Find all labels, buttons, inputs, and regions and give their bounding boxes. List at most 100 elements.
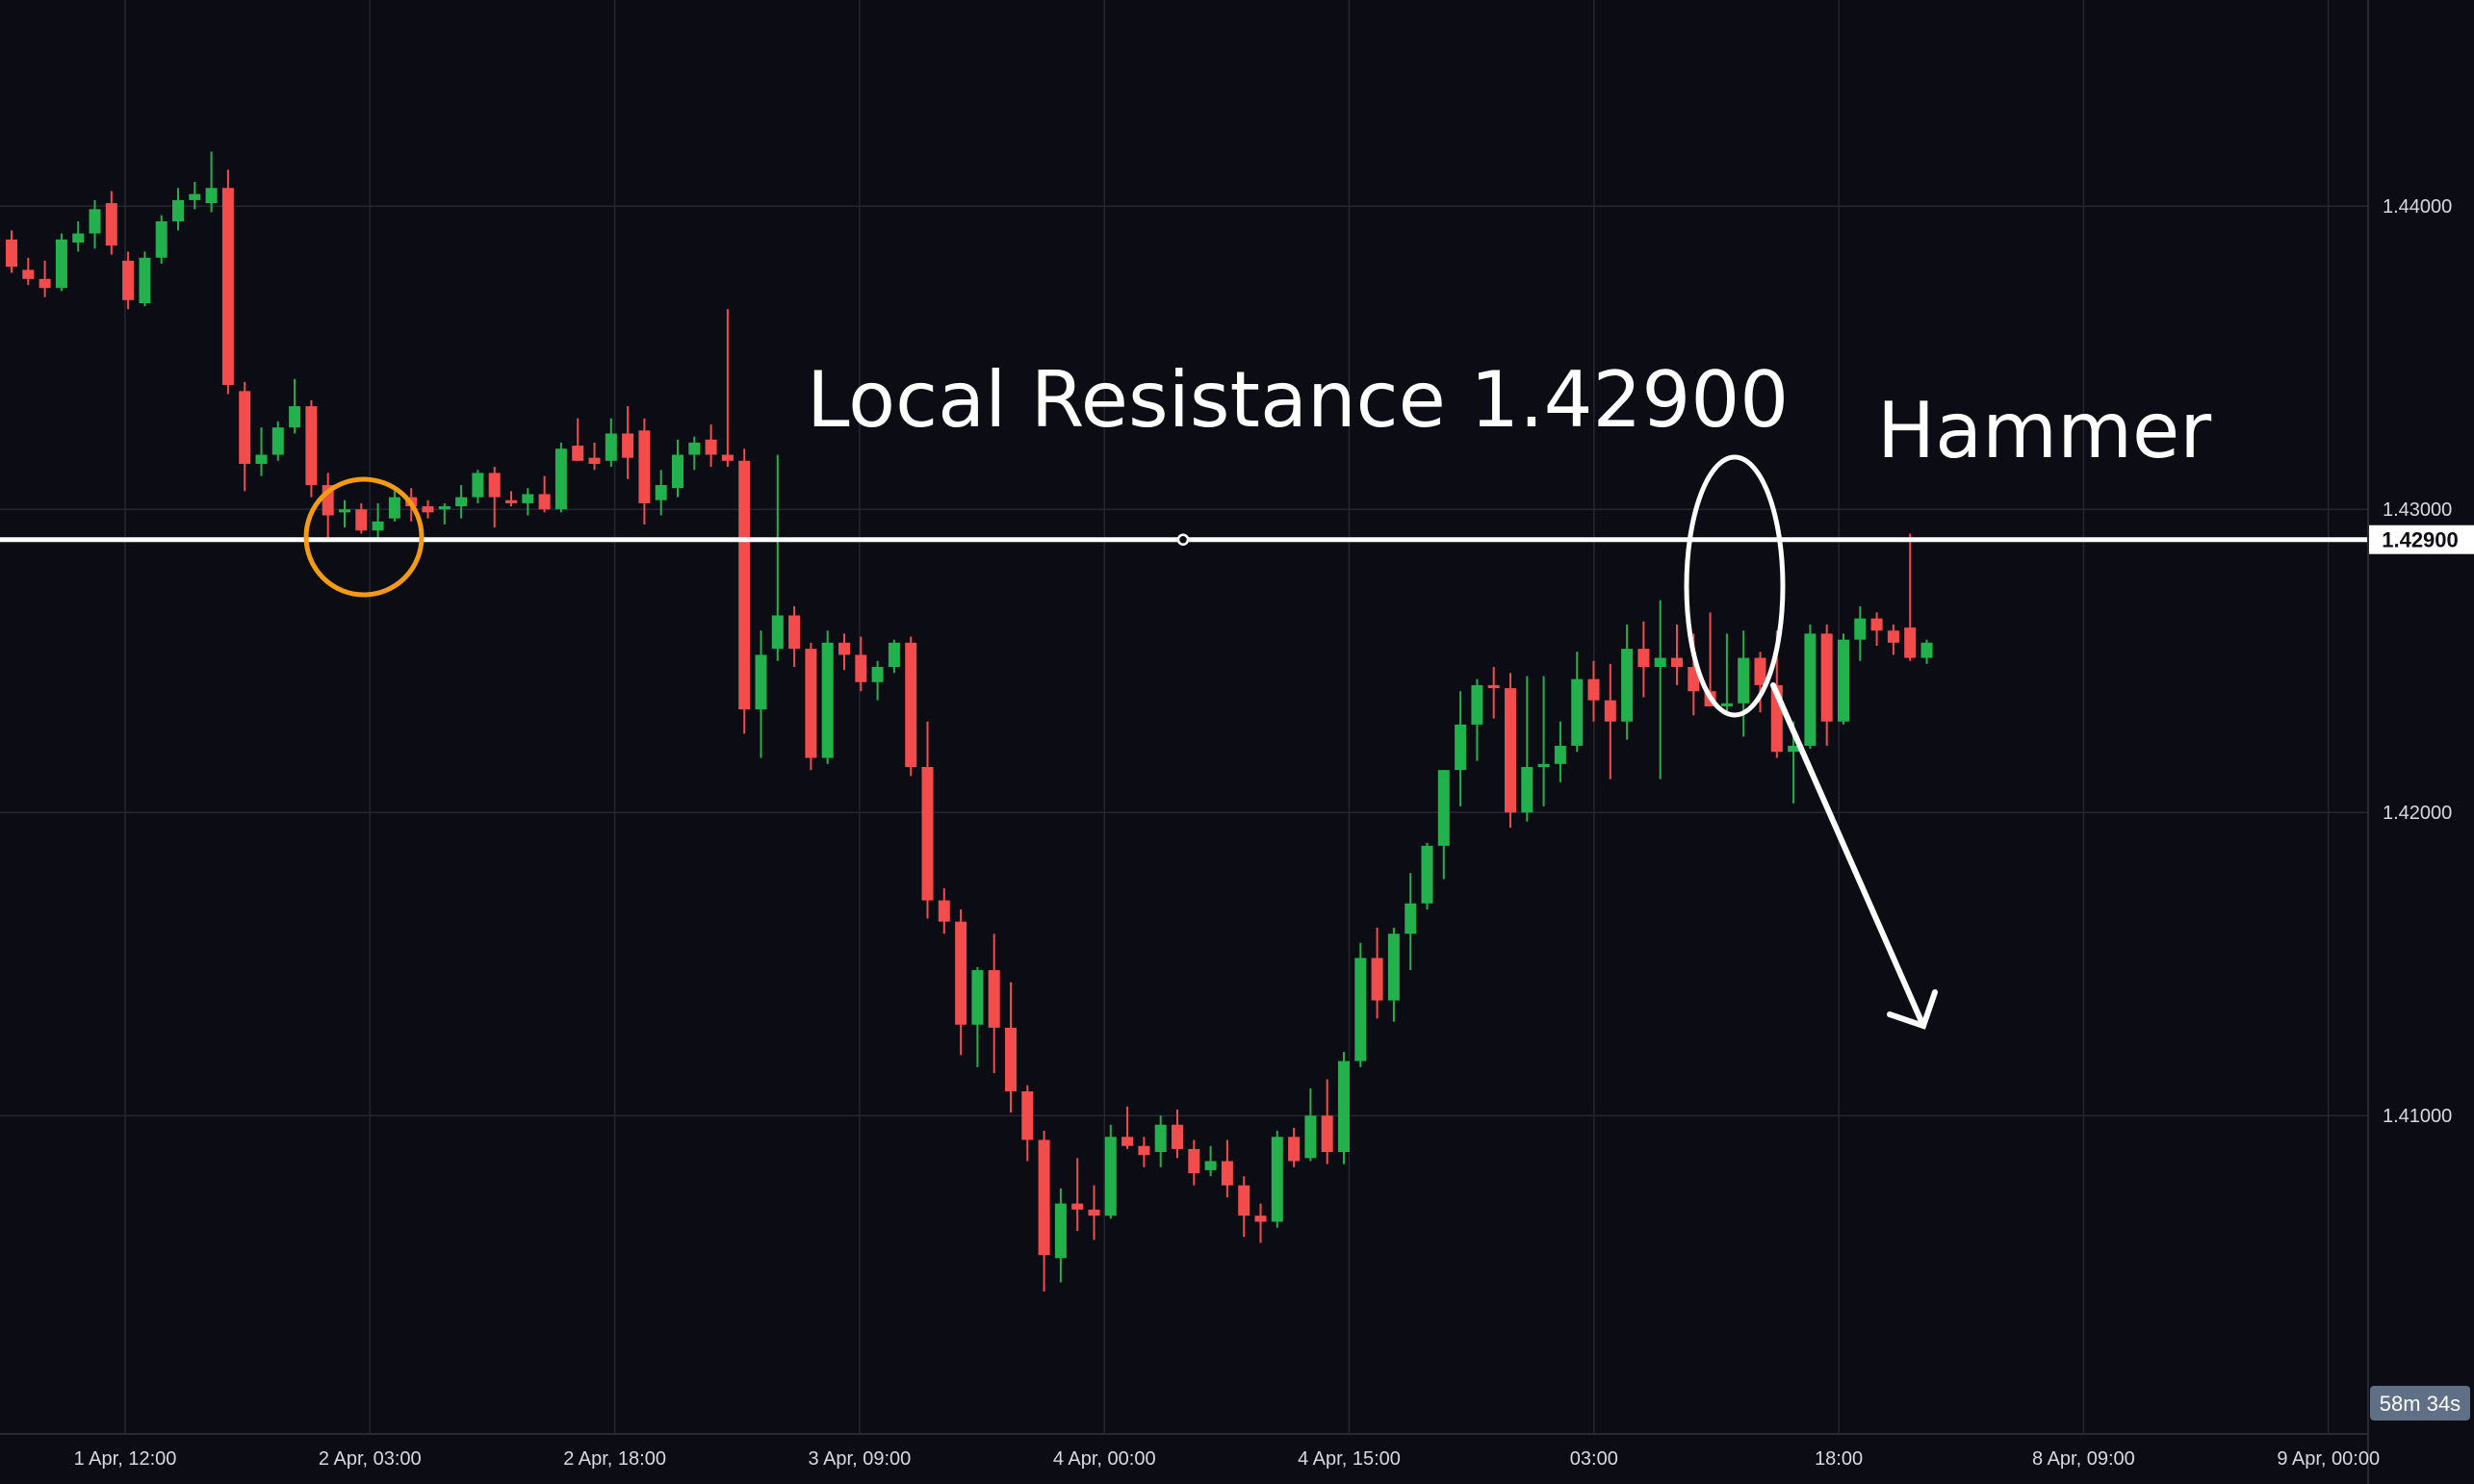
candle[interactable] (1354, 942, 1367, 1067)
candle[interactable] (1221, 1139, 1233, 1198)
candle[interactable] (55, 233, 67, 292)
candle[interactable] (438, 502, 451, 525)
candle[interactable] (388, 491, 400, 522)
candle[interactable] (22, 257, 35, 286)
candle[interactable] (1637, 621, 1650, 698)
candle[interactable] (1820, 624, 1833, 746)
candle[interactable] (1254, 1203, 1267, 1243)
candle[interactable] (1321, 1079, 1333, 1164)
candle[interactable] (1154, 1115, 1167, 1167)
candle[interactable] (688, 436, 701, 471)
candle[interactable] (1405, 873, 1417, 971)
candle[interactable] (1487, 667, 1500, 719)
candle[interactable] (838, 633, 850, 671)
candle[interactable] (355, 502, 368, 534)
candle[interactable] (705, 424, 717, 468)
candle[interactable] (1104, 1124, 1117, 1219)
candle[interactable] (1671, 624, 1683, 685)
candle[interactable] (505, 491, 517, 507)
candle[interactable] (155, 215, 168, 265)
candle[interactable] (554, 442, 567, 513)
candle[interactable] (1288, 1127, 1301, 1167)
candle[interactable] (921, 721, 934, 919)
resistance-line-handle[interactable] (1176, 533, 1190, 546)
candle[interactable] (871, 660, 884, 701)
candle[interactable] (1387, 927, 1400, 1022)
candle[interactable] (638, 418, 651, 525)
candle[interactable] (1054, 1188, 1067, 1283)
candle[interactable] (672, 439, 683, 498)
candle[interactable] (89, 199, 101, 249)
candle[interactable] (788, 606, 801, 668)
candle[interactable] (1021, 1085, 1034, 1162)
candle[interactable] (1738, 630, 1750, 737)
candle[interactable] (1505, 673, 1516, 828)
candle[interactable] (289, 378, 301, 434)
candle[interactable] (1537, 676, 1550, 806)
candle[interactable] (1904, 533, 1917, 661)
candle[interactable] (1604, 663, 1616, 780)
candle[interactable] (39, 260, 51, 297)
candle[interactable] (1271, 1130, 1283, 1228)
candle[interactable] (971, 966, 984, 1067)
candle[interactable] (938, 887, 950, 934)
candle[interactable] (172, 188, 184, 231)
candle[interactable] (1554, 721, 1566, 782)
candle[interactable] (1621, 624, 1634, 740)
candle[interactable] (655, 470, 667, 516)
candle[interactable] (1587, 660, 1600, 722)
candle[interactable] (588, 442, 601, 471)
candle[interactable] (755, 630, 767, 758)
candle[interactable] (605, 418, 617, 468)
candle[interactable] (1437, 770, 1450, 880)
candle[interactable] (1371, 927, 1383, 1019)
candle[interactable] (522, 488, 534, 516)
candle[interactable] (1121, 1106, 1134, 1149)
candle[interactable] (1188, 1139, 1200, 1186)
candle[interactable] (538, 475, 551, 513)
candle[interactable] (738, 448, 751, 734)
candle[interactable] (1838, 633, 1849, 725)
candle[interactable] (1654, 600, 1666, 780)
candle[interactable] (455, 485, 468, 519)
candle[interactable] (1887, 624, 1899, 655)
candle[interactable] (205, 151, 218, 213)
candle[interactable] (1071, 1158, 1084, 1231)
candle[interactable] (888, 639, 900, 674)
price-axis[interactable]: 1.44000 1.43000 1.42000 1.41000 (2383, 196, 2452, 1127)
candle[interactable] (1238, 1176, 1250, 1238)
candle[interactable] (905, 636, 917, 777)
candle[interactable] (271, 421, 284, 461)
candle[interactable] (1754, 652, 1766, 713)
support-touch-circle[interactable] (303, 476, 425, 598)
candle[interactable] (488, 467, 501, 528)
candle[interactable] (821, 630, 834, 764)
candle[interactable] (139, 251, 151, 307)
candle[interactable] (1920, 639, 1933, 664)
candle[interactable] (1138, 1137, 1150, 1167)
candle[interactable] (721, 309, 734, 468)
candle[interactable] (1421, 842, 1433, 910)
hammer-highlight-ellipse[interactable] (1684, 454, 1786, 718)
candle[interactable] (1455, 691, 1467, 806)
candle[interactable] (1038, 1130, 1050, 1292)
candle[interactable] (955, 909, 967, 1056)
candle[interactable] (1521, 676, 1533, 822)
candle[interactable] (1172, 1109, 1183, 1159)
candle[interactable] (1720, 633, 1733, 716)
candle[interactable] (1571, 652, 1584, 753)
candle[interactable] (1204, 1145, 1217, 1177)
candle[interactable] (1088, 1185, 1100, 1241)
candle[interactable] (1471, 678, 1483, 761)
candle[interactable] (1854, 606, 1867, 661)
candle[interactable] (239, 381, 251, 492)
candle[interactable] (1338, 1052, 1350, 1164)
candle[interactable] (6, 230, 17, 273)
candle[interactable] (422, 499, 434, 519)
candle[interactable] (1005, 982, 1017, 1113)
candle[interactable] (988, 934, 1000, 1074)
candle[interactable] (622, 406, 634, 479)
candle[interactable] (1804, 624, 1817, 750)
downward-arrow[interactable] (1770, 682, 1938, 1030)
